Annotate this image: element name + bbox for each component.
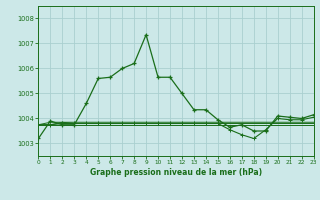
X-axis label: Graphe pression niveau de la mer (hPa): Graphe pression niveau de la mer (hPa) <box>90 168 262 177</box>
